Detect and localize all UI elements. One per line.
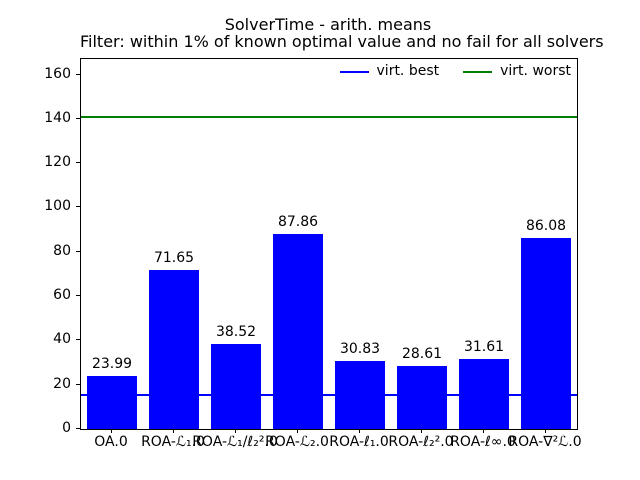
x-tick-label: ROA-ℓ₁.0 [329, 434, 389, 450]
legend-label-virt-best: virt. best [376, 63, 440, 79]
legend-line-sample-virt-best [339, 70, 369, 73]
y-tick-mark [76, 428, 80, 429]
y-tick-label: 100 [44, 198, 71, 215]
x-tick-label: OA.0 [94, 434, 128, 450]
x-tick-mark [359, 429, 360, 433]
y-tick-mark [76, 250, 80, 252]
y-tick-mark [76, 206, 80, 208]
x-tick-mark [173, 429, 174, 433]
y-tick-mark [76, 117, 80, 119]
y-tick-label: 140 [44, 109, 71, 126]
bar-value-label: 28.61 [401, 345, 443, 362]
x-tick-label: ROA-ℒ₂.0 [265, 434, 329, 450]
y-tick-mark [76, 73, 80, 75]
plot-area: virt. best virt. worst 23.99 71.65 38.52 87… [80, 58, 578, 430]
y-tick-label: 60 [53, 287, 71, 304]
y-tick-label: 160 [44, 65, 71, 82]
x-tick-mark [111, 429, 112, 433]
y-tick-mark [76, 162, 80, 164]
x-tick-label: ROA-ℓ∞.0 [450, 434, 516, 450]
bar-value-label: 71.65 [153, 250, 195, 267]
x-tick-label: ROA-ℒ₁/ℓ₂².0 [192, 434, 278, 450]
x-tick-mark [483, 429, 484, 433]
chart-title: SolverTime - arith. means Filter: within… [80, 15, 604, 51]
x-tick-label: ROA-ℒ₁.0 [141, 434, 205, 450]
bar-ROA-ℓ₁.0 [335, 360, 385, 429]
legend-entry-virt-worst: virt. worst [463, 63, 571, 80]
bar-OA.0 [87, 375, 137, 429]
legend: virt. best virt. worst [339, 63, 571, 80]
y-tick-label: 40 [53, 331, 71, 348]
x-tick-label: ROA-ℓ₂².0 [388, 434, 454, 450]
x-tick-mark [297, 429, 298, 433]
bar-value-label: 30.83 [339, 340, 381, 357]
hline-virt-best [81, 394, 577, 397]
x-tick-label: ROA-∇²ℒ.0 [508, 434, 582, 450]
bar-value-label: 38.52 [215, 323, 257, 340]
legend-label-virt-worst: virt. worst [500, 63, 571, 79]
y-tick-label: 80 [53, 242, 71, 259]
bar-ROA-ℒ₁/ℓ₂².0 [211, 343, 261, 429]
bar-ROA-ℒ₂.0 [273, 234, 323, 429]
x-tick-mark [545, 429, 546, 433]
bar-value-label: 23.99 [91, 355, 133, 372]
bar-value-label: 87.86 [277, 214, 319, 231]
y-tick-label: 120 [44, 154, 71, 171]
legend-entry-virt-best: virt. best [339, 63, 440, 80]
bar-ROA-ℓ₂².0 [397, 365, 447, 429]
y-tick-mark [76, 383, 80, 385]
bar-value-label: 86.08 [525, 218, 567, 235]
hline-virt-worst [81, 115, 577, 118]
y-tick-mark [76, 339, 80, 341]
legend-line-sample-virt-worst [463, 70, 493, 73]
y-tick-label: 0 [62, 420, 71, 436]
y-tick-mark [76, 295, 80, 297]
bar-ROA-ℒ₁.0 [149, 270, 199, 429]
x-tick-mark [235, 429, 236, 433]
y-tick-label: 20 [53, 375, 71, 392]
chart-title-line2: Filter: within 1% of known optimal value… [80, 32, 604, 51]
bar-value-label: 31.61 [463, 338, 505, 355]
bar-ROA-ℓ∞.0 [459, 358, 509, 429]
x-tick-mark [421, 429, 422, 433]
chart-title-line1: SolverTime - arith. means [224, 15, 432, 34]
bar-ROA-∇²ℒ.0 [521, 238, 571, 429]
